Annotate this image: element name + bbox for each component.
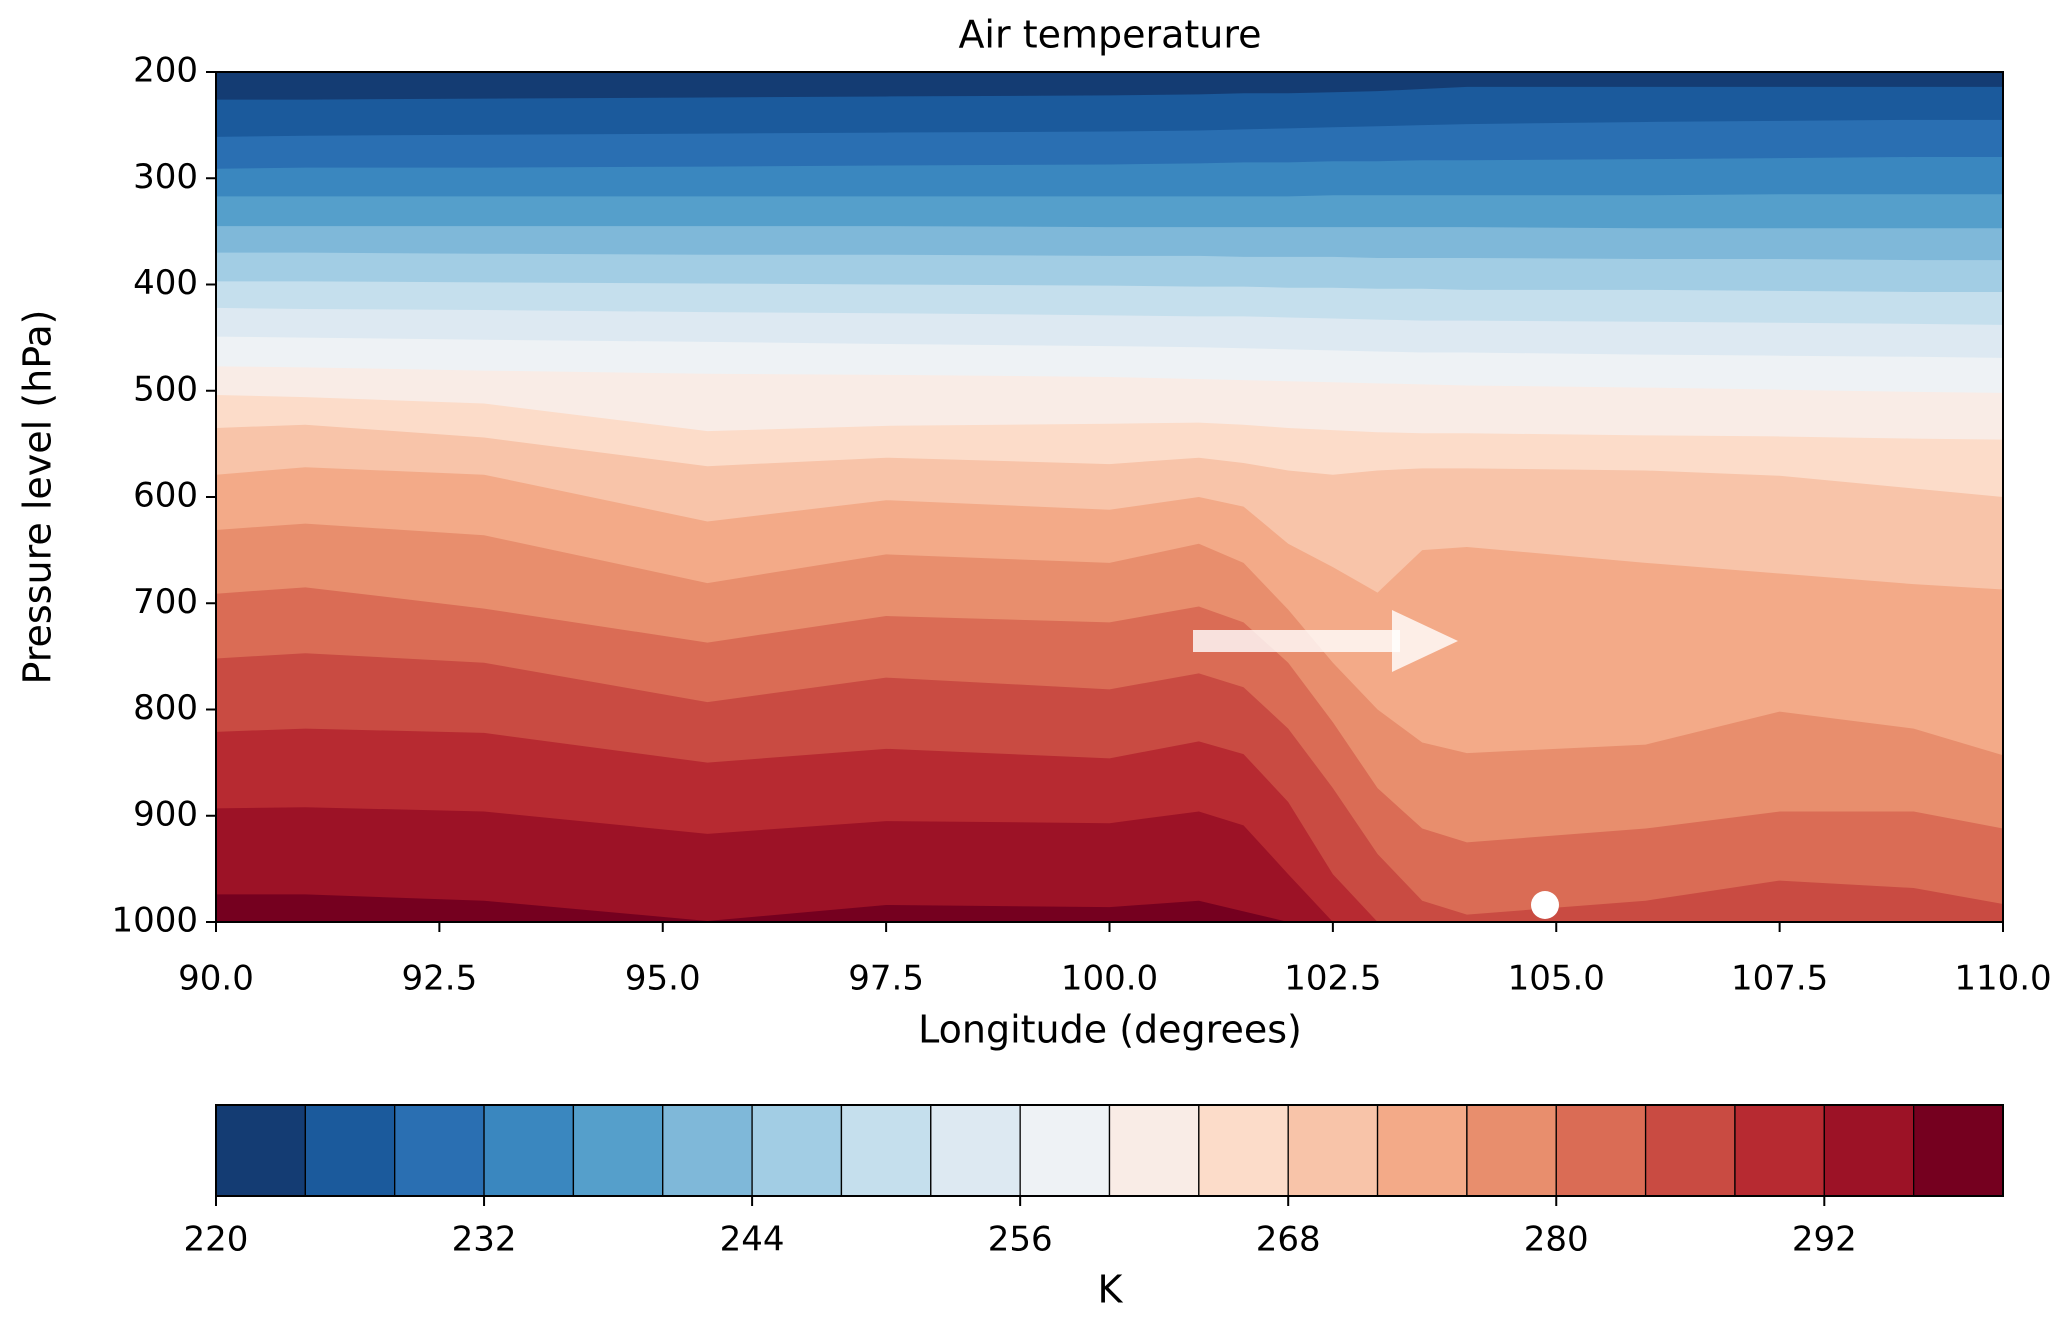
colorbar-swatch — [1823, 1104, 1915, 1197]
x-axis-label: Longitude (degrees) — [918, 1008, 1302, 1052]
x-tick-label: 107.5 — [1731, 959, 1828, 999]
colorbar-tick-label: 244 — [720, 1220, 785, 1260]
location-marker — [1531, 891, 1559, 919]
colorbar-swatch — [483, 1104, 575, 1197]
x-tick-label: 105.0 — [1508, 959, 1605, 999]
y-tick-label: 400 — [133, 263, 198, 303]
axes: 90.0 92.5 95.0 97.5 100.0 102.5 105.0 107.5 110.… — [111, 51, 2051, 1260]
y-tick-label: 1000 — [111, 901, 198, 941]
y-tick-label: 300 — [133, 157, 198, 197]
colorbar-swatch — [1644, 1104, 1736, 1197]
colorbar-tick-label: 280 — [1524, 1220, 1589, 1260]
colorbar-frame — [215, 1104, 2004, 1197]
colorbar-swatch — [304, 1104, 396, 1197]
colorbar-tick-label: 232 — [452, 1220, 517, 1260]
y-tick-label: 900 — [133, 794, 198, 834]
chart-title: Air temperature — [958, 13, 1261, 57]
x-tick-label: 97.5 — [848, 959, 924, 999]
y-tick-label: 200 — [133, 51, 198, 91]
colorbar-tick-label: 268 — [1256, 1220, 1321, 1260]
arrow-shaft — [1193, 630, 1400, 652]
colorbar-swatch — [1019, 1104, 1111, 1197]
colorbar-swatch — [751, 1104, 843, 1197]
colorbar-swatch — [394, 1104, 485, 1197]
plot-area — [216, 72, 2003, 922]
x-tick-label: 110.0 — [1954, 959, 2051, 999]
y-tick-label: 600 — [133, 476, 198, 516]
colorbar-swatch — [840, 1104, 932, 1197]
colorbar-tick-label: 292 — [1792, 1220, 1857, 1260]
colorbar-swatch — [930, 1104, 1021, 1197]
colorbar-swatch — [1198, 1104, 1289, 1197]
colorbar-swatch — [1555, 1104, 1647, 1197]
x-tick-label: 90.0 — [178, 959, 254, 999]
y-tick-label: 700 — [133, 582, 198, 622]
colorbar-swatch — [572, 1104, 664, 1197]
colorbar-swatch — [1376, 1104, 1468, 1197]
colorbar-swatch — [1466, 1104, 1557, 1197]
y-tick-label: 800 — [133, 688, 198, 728]
x-tick-label: 102.5 — [1284, 959, 1381, 999]
x-tick-label: 92.5 — [402, 959, 478, 999]
x-tick-label: 95.0 — [625, 959, 701, 999]
colorbar-tick-label: 220 — [184, 1220, 249, 1260]
arrow-head — [1392, 610, 1458, 672]
colorbar-tick-label: 256 — [988, 1220, 1053, 1260]
colorbar-swatch — [1734, 1104, 1825, 1197]
colorbar-swatch — [662, 1104, 753, 1197]
contour-band — [216, 72, 2003, 100]
colorbar-label: K — [1098, 1268, 1124, 1312]
colorbar-swatch — [215, 1104, 306, 1197]
y-tick-label: 500 — [133, 369, 198, 409]
colorbar-swatch — [1287, 1104, 1379, 1197]
x-tick-label: 100.0 — [1061, 959, 1158, 999]
colorbar-swatch — [1108, 1104, 1200, 1197]
colorbar-swatch — [1913, 1104, 2004, 1197]
y-axis-label: Pressure level (hPa) — [16, 309, 60, 684]
